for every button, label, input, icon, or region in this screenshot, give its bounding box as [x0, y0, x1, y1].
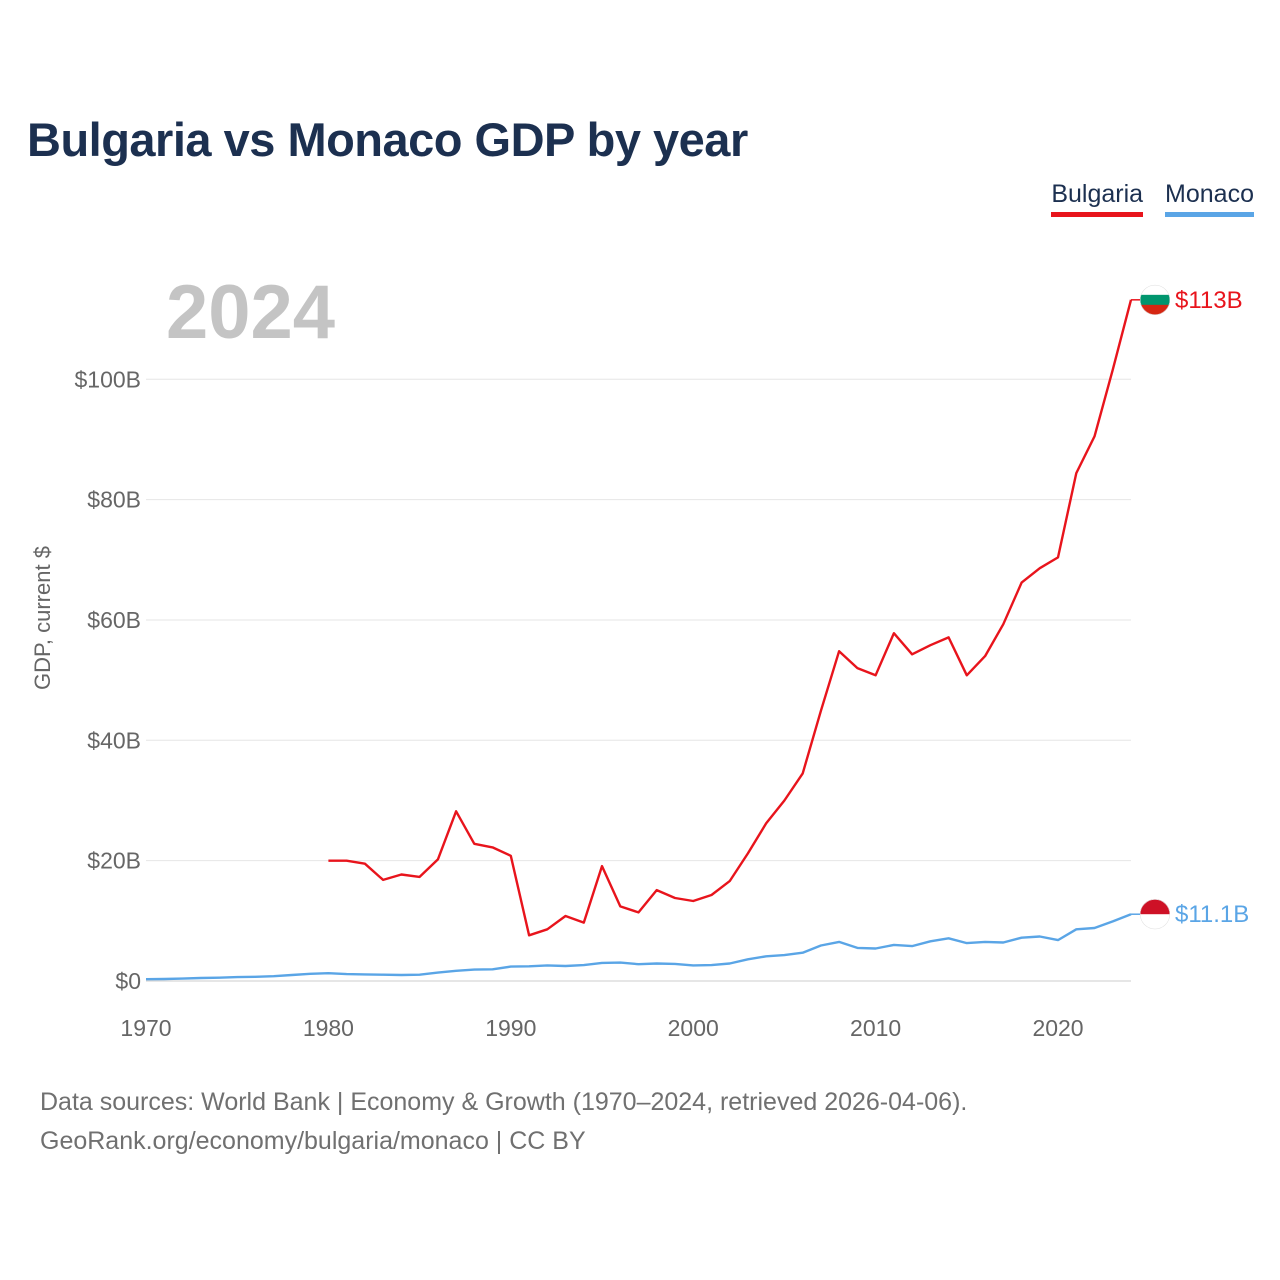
- legend-item-bulgaria[interactable]: Bulgaria: [1051, 180, 1144, 217]
- series-line-bulgaria: [328, 299, 1133, 937]
- x-tick-label: 2010: [850, 1015, 901, 1041]
- series-line-monaco: [145, 913, 1132, 981]
- x-tick-label: 2020: [1032, 1015, 1083, 1041]
- y-tick-label: $60B: [87, 607, 141, 633]
- page-title: Bulgaria vs Monaco GDP by year: [27, 113, 748, 166]
- gridlines: [146, 378, 1131, 982]
- x-tick-label: 2000: [668, 1015, 719, 1041]
- x-axis-ticks: 1970 1980 1990 2000 2010 2020: [120, 1015, 1083, 1041]
- year-label: 2024: [166, 270, 335, 355]
- legend-item-monaco[interactable]: Monaco: [1165, 180, 1254, 217]
- legend: Bulgaria Monaco: [1051, 180, 1254, 217]
- series-lines: [145, 299, 1133, 981]
- y-tick-label: $40B: [87, 727, 141, 753]
- line-chart: $0 $20B $40B $60B $80B $100B 1970 1980 1990 2000…: [30, 270, 1249, 1041]
- x-tick-label: 1990: [485, 1015, 536, 1041]
- end-value-label-bulgaria: $113B: [1175, 287, 1243, 314]
- flag-icon-monaco: [1140, 899, 1170, 930]
- end-value-label-monaco: $11.1B: [1175, 901, 1249, 928]
- flag-icon-bulgaria: [1140, 284, 1170, 315]
- y-axis-label: GDP, current $: [30, 546, 55, 690]
- y-tick-label: $80B: [87, 487, 141, 513]
- x-tick-label: 1980: [303, 1015, 354, 1041]
- source-line-1: Data sources: World Bank | Economy & Gro…: [40, 1088, 968, 1116]
- y-tick-label: $100B: [74, 366, 141, 392]
- y-axis-ticks: $0 $20B $40B $60B $80B $100B: [74, 366, 141, 994]
- series-end-markers: $113B $11.1B: [1131, 284, 1249, 930]
- source-note: Data sources: World Bank | Economy & Gro…: [40, 1083, 967, 1161]
- x-tick-label: 1970: [120, 1015, 171, 1041]
- source-line-2: GeoRank.org/economy/bulgaria/monaco | CC…: [40, 1127, 586, 1155]
- y-tick-label: $0: [115, 968, 141, 994]
- y-tick-label: $20B: [87, 848, 141, 874]
